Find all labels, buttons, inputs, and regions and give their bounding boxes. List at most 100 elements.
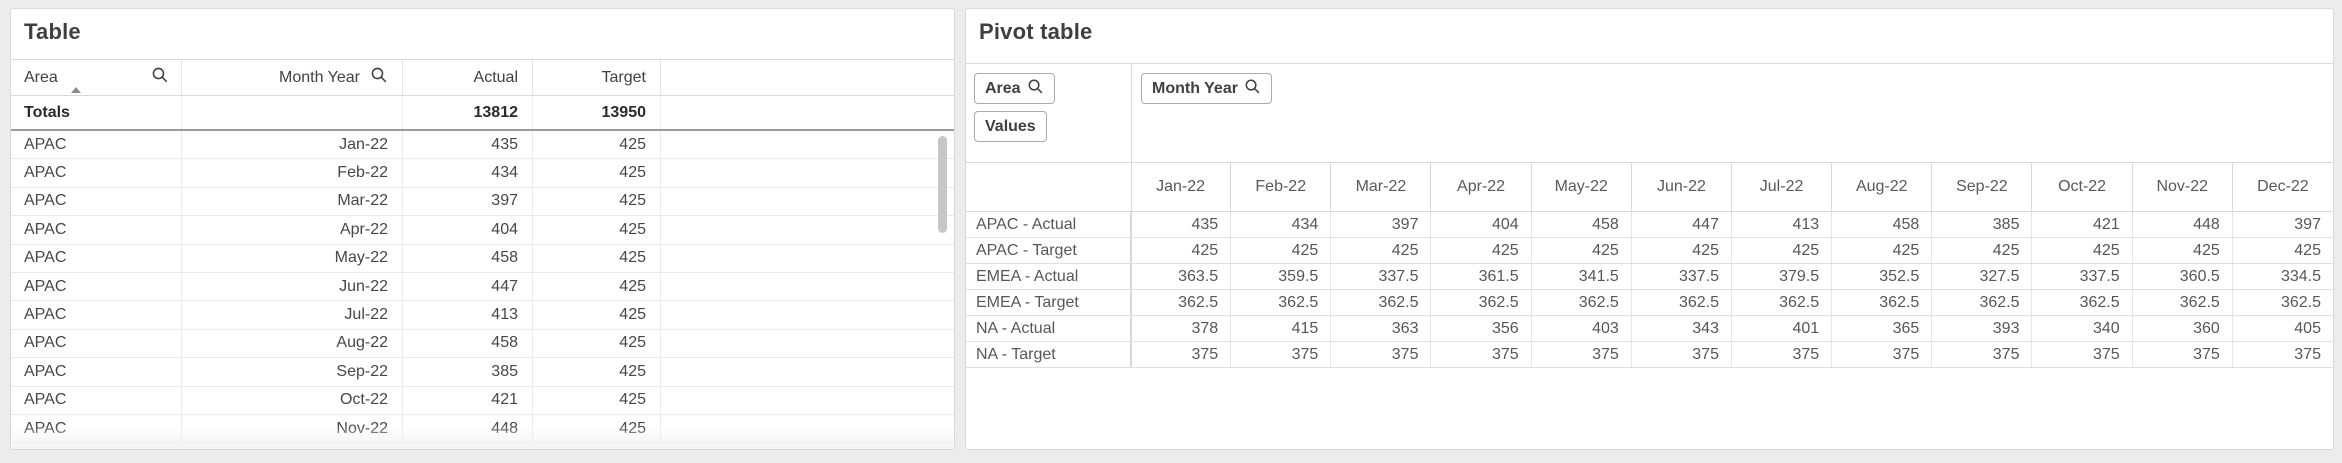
pivot-column-header[interactable]: Dec-22 <box>2257 178 2309 195</box>
pivot-value-cell: 375 <box>2133 342 2233 367</box>
cell-area[interactable]: APAC <box>11 329 182 358</box>
cell-area[interactable]: APAC <box>11 216 182 244</box>
cell-filler <box>661 159 954 186</box>
pivot-value-cell: 362.5 <box>2280 293 2321 311</box>
search-icon[interactable] <box>1027 78 1044 100</box>
pivot-title: Pivot table <box>979 19 1093 44</box>
cell-area[interactable]: APAC <box>11 244 182 272</box>
cell-actual <box>403 443 533 449</box>
cell-month-year[interactable]: Nov-22 <box>182 414 403 443</box>
column-header-actual[interactable]: Actual <box>403 60 533 95</box>
cell-area[interactable]: APAC <box>11 301 182 329</box>
pivot-value-cell: 327.5 <box>1932 264 2033 289</box>
pivot-value-cell: 337.5 <box>1632 264 1732 289</box>
table-row: APAC Sep-22 385 425 <box>11 358 954 387</box>
pivot-row-label[interactable]: EMEA - Target <box>966 290 1131 315</box>
search-icon[interactable] <box>370 66 388 89</box>
pivot-value-cell: 415 <box>1231 316 1332 341</box>
table-row: APAC Jan-22 435 425 <box>11 131 954 160</box>
pivot-value-cell: 397 <box>1331 212 1432 237</box>
pivot-column-header[interactable]: Apr-22 <box>1431 163 1532 211</box>
pivot-column-header[interactable]: Jun-22 <box>1632 163 1732 211</box>
pivot-value-cell: 413 <box>1732 212 1833 237</box>
pivot-column-header[interactable]: Jul-22 <box>1732 163 1833 211</box>
vertical-scrollbar-thumb[interactable] <box>938 136 947 233</box>
pivot-column-header[interactable]: Sep-22 <box>1932 163 2033 211</box>
pivot-value-cell: 401 <box>1732 316 1833 341</box>
pivot-value-cell: 434 <box>1231 212 1332 237</box>
pivot-column-header[interactable]: Jan-22 <box>1131 163 1232 211</box>
cell-target: 425 <box>533 187 661 216</box>
pivot-value-cell: 425 <box>1131 238 1232 263</box>
column-header-area[interactable]: Area <box>11 60 182 95</box>
pivot-value-cell: 365 <box>1832 316 1933 341</box>
pivot-row-label[interactable]: NA - Actual <box>966 316 1131 341</box>
cell-filler <box>661 415 954 442</box>
cell-month-year[interactable]: Oct-22 <box>182 386 403 414</box>
cell-filler <box>661 131 954 158</box>
pivot-header-divider <box>966 63 2333 64</box>
cell-area[interactable]: APAC <box>11 131 182 159</box>
cell-actual: 434 <box>403 159 533 187</box>
pivot-column-header[interactable]: Nov-22 <box>2133 163 2233 211</box>
search-icon[interactable] <box>151 66 169 89</box>
cell-actual: 458 <box>403 244 533 272</box>
pivot-value-cell: 425 <box>1532 238 1632 263</box>
cell-month-year[interactable]: Feb-22 <box>182 159 403 187</box>
cell-target: 425 <box>533 386 661 414</box>
row-dimension-button-area[interactable]: Area <box>974 73 1055 104</box>
pivot-row-label[interactable]: EMEA - Actual <box>966 264 1131 289</box>
cell-month-year <box>182 443 403 449</box>
search-icon[interactable] <box>1244 78 1261 100</box>
pivot-value-cell: 337.5 <box>2032 264 2133 289</box>
pivot-value-cell: 360 <box>2133 316 2233 341</box>
cell-filler <box>661 358 954 385</box>
totals-target: 13950 <box>533 96 661 129</box>
column-header-target[interactable]: Target <box>533 60 661 95</box>
pivot-column-header[interactable]: May-22 <box>1532 163 1632 211</box>
pivot-column-header[interactable]: Aug-22 <box>1832 163 1933 211</box>
column-dimension-button-month-year[interactable]: Month Year <box>1141 73 1272 104</box>
cell-month-year[interactable]: May-22 <box>182 244 403 272</box>
cell-actual: 413 <box>403 301 533 329</box>
pivot-value-cell: 379.5 <box>1732 264 1833 289</box>
pivot-value-cell: 356 <box>1431 316 1532 341</box>
cell-area[interactable]: APAC <box>11 187 182 216</box>
cell-month-year[interactable]: Jul-22 <box>182 301 403 329</box>
pivot-value-cell: 361.5 <box>1431 264 1532 289</box>
column-header-filler <box>661 60 954 95</box>
cell-month-year[interactable]: Mar-22 <box>182 187 403 216</box>
totals-actual: 13812 <box>403 96 533 129</box>
pivot-value-cell: 393 <box>1932 316 2033 341</box>
cell-month-year[interactable]: Aug-22 <box>182 329 403 358</box>
cell-area[interactable]: APAC <box>11 159 182 187</box>
cell-month-year[interactable]: Apr-22 <box>182 216 403 244</box>
cell-area[interactable]: APAC <box>11 358 182 386</box>
cell-filler <box>661 330 954 357</box>
values-button[interactable]: Values <box>974 111 1047 142</box>
totals-row: Totals 13812 13950 <box>11 96 954 131</box>
pivot-column-header[interactable]: Oct-22 <box>2032 163 2133 211</box>
pivot-column-header[interactable]: Mar-22 <box>1331 163 1432 211</box>
cell-month-year[interactable]: Jan-22 <box>182 131 403 159</box>
column-header-month-year[interactable]: Month Year <box>182 60 403 95</box>
pivot-row-label[interactable]: APAC - Target <box>966 238 1131 263</box>
pivot-value-cell: 362.5 <box>2133 290 2233 315</box>
cell-area[interactable]: APAC <box>11 414 182 443</box>
cell-area[interactable]: APAC <box>11 272 182 301</box>
pivot-value-cell: 362.5 <box>1331 290 1432 315</box>
pivot-row-label[interactable]: NA - Target <box>966 342 1131 367</box>
pivot-value-cell: 425 <box>2294 241 2321 259</box>
cell-area[interactable]: APAC <box>11 386 182 414</box>
cell-target: 425 <box>533 358 661 386</box>
pivot-value-cell: 375 <box>1331 342 1432 367</box>
table-header-row: Area Month Year Actual Target <box>11 59 954 96</box>
row-dimension-button-label: Area <box>985 79 1021 97</box>
table-body: APAC Jan-22 435 425 APAC Feb-22 434 425 APAC Mar-… <box>11 131 954 449</box>
pivot-column-header[interactable]: Feb-22 <box>1231 163 1332 211</box>
pivot-row-label[interactable]: APAC - Actual <box>966 212 1131 237</box>
pivot-row: NA - Target 375 375 375 375 375 375 375 375 375 37… <box>966 342 2333 368</box>
cell-filler <box>661 273 954 300</box>
cell-month-year[interactable]: Jun-22 <box>182 272 403 301</box>
cell-month-year[interactable]: Sep-22 <box>182 358 403 386</box>
